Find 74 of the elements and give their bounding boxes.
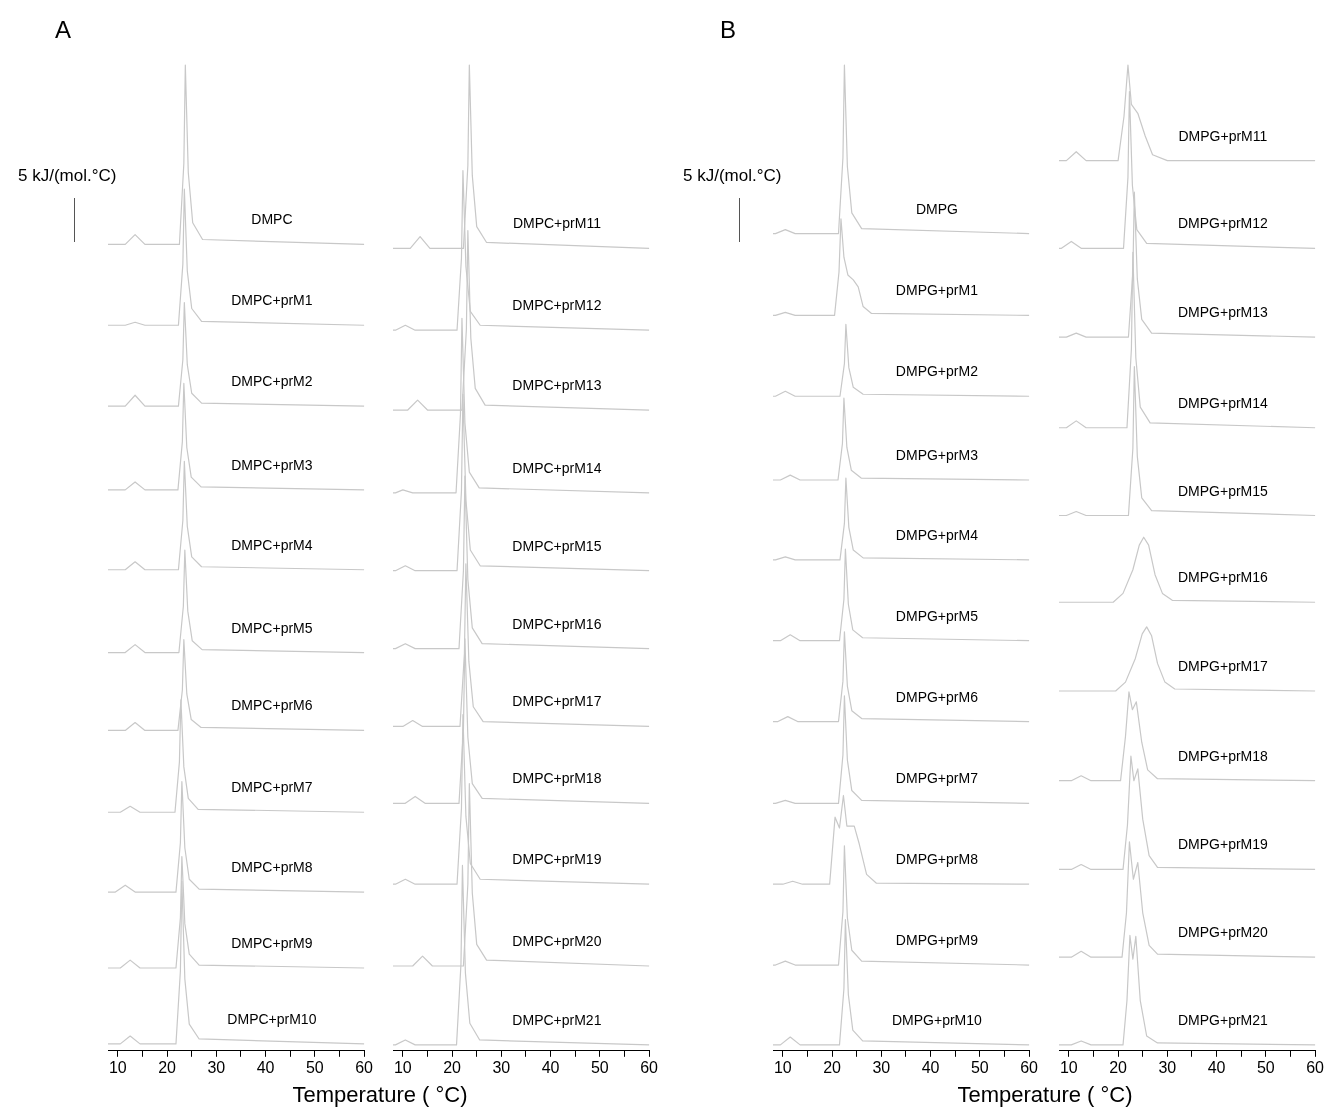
x-tick-label: 50: [305, 1058, 324, 1076]
series-label: DMPC+prM4: [231, 536, 313, 553]
x-tick-label: 40: [256, 1058, 275, 1076]
x-tick-label: 10: [108, 1058, 127, 1076]
x-tick-label: 50: [1256, 1058, 1275, 1076]
x-tick-label: 40: [921, 1058, 940, 1076]
x-tick-label: 60: [1306, 1058, 1324, 1076]
series-label: DMPC+prM5: [231, 619, 313, 636]
series-label: DMPC+prM14: [512, 459, 602, 476]
series-label: DMPC+prM7: [231, 779, 313, 796]
series-label: DMPG+prM13: [1177, 304, 1269, 321]
series-label: DMPG+prM14: [1177, 394, 1269, 411]
series-label: DMPC+prM13: [512, 377, 602, 394]
series-label: DMPC+prM21: [512, 1011, 602, 1028]
x-tick-label: 40: [1207, 1058, 1226, 1076]
series-label: DMPG+prM21: [1177, 1011, 1269, 1028]
x-tick-label: 30: [492, 1058, 511, 1076]
series-label: DMPG+prM6: [895, 688, 979, 705]
series-label: DMPC+prM15: [512, 537, 602, 554]
series-label: DMPC+prM1: [231, 292, 313, 309]
series-label: DMPC+prM2: [231, 373, 313, 390]
x-tick-label: 60: [355, 1058, 374, 1076]
chart-title: A: [55, 16, 72, 44]
series-label: DMPC+prM20: [512, 933, 602, 950]
x-tick-label: 30: [872, 1058, 891, 1076]
series-label: DMPG+prM5: [895, 607, 979, 624]
x-tick-label: 20: [1109, 1058, 1128, 1076]
x-tick-label: 10: [773, 1058, 792, 1076]
series-label: DMPG+prM12: [1177, 215, 1269, 232]
series-label: DMPG+prM17: [1177, 657, 1269, 674]
series-label: DMPG: [915, 200, 958, 217]
series-label: DMPC+prM3: [231, 456, 313, 473]
series-label: DMPG+prM7: [895, 770, 979, 787]
series-label: DMPC+prM10: [227, 1010, 317, 1027]
annotation: 5 kJ/(mol.°C): [18, 166, 117, 186]
series-label: DMPC+prM12: [512, 297, 602, 314]
series-label: DMPG+prM4: [895, 526, 979, 543]
x-tick-label: 20: [823, 1058, 842, 1076]
x-tick-label: 60: [640, 1058, 659, 1076]
x-tick-label: 20: [443, 1058, 462, 1076]
series-label: DMPC+prM17: [512, 693, 602, 710]
series-label: DMPG+prM8: [895, 851, 979, 868]
x-tick-label: 50: [970, 1058, 989, 1076]
series-label: DMPG+prM19: [1177, 836, 1269, 853]
series-label: DMPC: [251, 211, 293, 228]
x-tick-label: 40: [541, 1058, 560, 1076]
series-label: DMPC+prM11: [512, 215, 602, 232]
x-tick-label: 20: [158, 1058, 177, 1076]
series-label: DMPG+prM20: [1177, 924, 1269, 941]
x-tick-label: 30: [207, 1058, 226, 1076]
series-label: DMPG+prM3: [895, 447, 979, 464]
x-tick-label: 50: [590, 1058, 609, 1076]
series-label: DMPG+prM18: [1177, 747, 1269, 764]
x-tick-label: 30: [1158, 1058, 1177, 1076]
x-tick-label: 10: [393, 1058, 412, 1076]
annotation: 5 kJ/(mol.°C): [683, 166, 782, 186]
series-label: DMPC+prM18: [512, 770, 602, 787]
series-label: DMPG+prM16: [1177, 569, 1269, 586]
series-label: DMPG+prM2: [895, 363, 979, 380]
x-tick-label: 10: [1059, 1058, 1078, 1076]
series-label: DMPG+prM9: [895, 932, 979, 949]
x-axis-title: Temperature ( °C): [291, 1082, 469, 1108]
series-label: DMPC+prM8: [231, 859, 313, 876]
series-label: DMPG+prM1: [895, 282, 979, 299]
chart-title: B: [720, 16, 737, 44]
series-label: DMPC+prM16: [512, 615, 602, 632]
x-axis-title: Temperature ( °C): [956, 1082, 1134, 1108]
x-tick-label: 60: [1020, 1058, 1039, 1076]
series-label: DMPG+prM11: [1178, 127, 1268, 144]
series-label: DMPC+prM19: [512, 851, 602, 868]
series-label: DMPG+prM10: [891, 1011, 983, 1028]
series-label: DMPC+prM9: [231, 934, 313, 951]
series-label: DMPC+prM6: [231, 697, 313, 714]
series-label: DMPG+prM15: [1177, 482, 1269, 499]
